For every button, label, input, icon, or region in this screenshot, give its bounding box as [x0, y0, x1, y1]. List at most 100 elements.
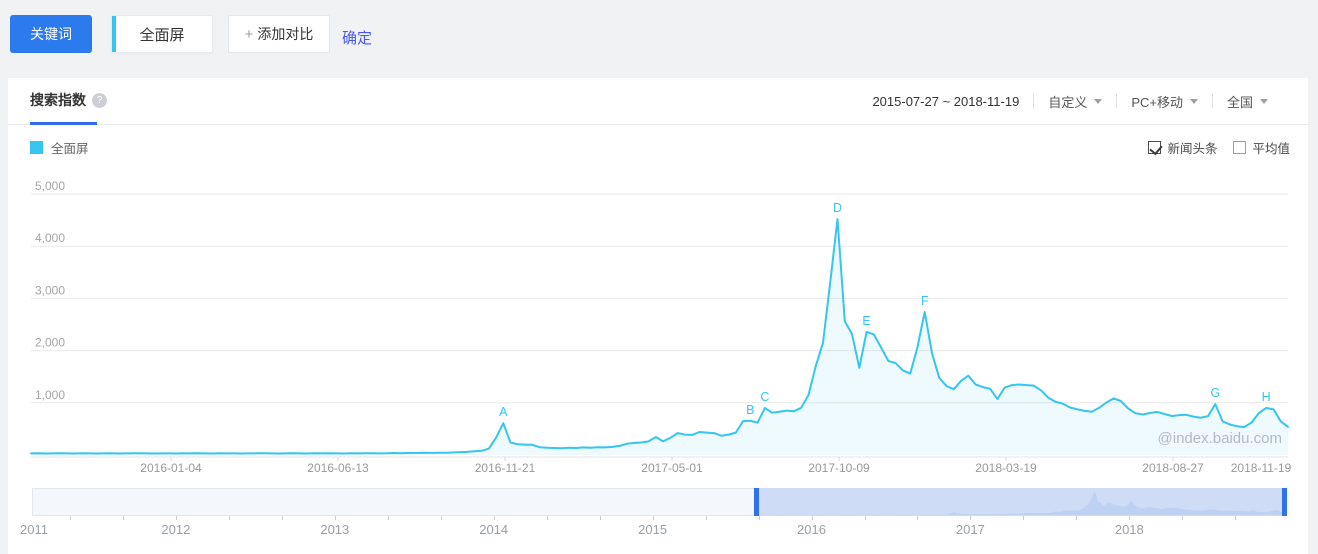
peak-marker-C: C	[760, 390, 769, 404]
toggle-news-headlines[interactable]: 新闻头条	[1148, 138, 1217, 157]
keyword-color-bar	[112, 16, 116, 52]
slider-preview-area	[756, 491, 1284, 515]
watermark: @index.baidu.com	[1157, 430, 1282, 447]
slider-tick	[546, 516, 548, 520]
chevron-down-icon	[1260, 98, 1268, 104]
slider-year-label: 2015	[638, 522, 668, 537]
divider	[1033, 94, 1035, 108]
legend-label: 全面屏	[51, 142, 89, 156]
slider-tick	[970, 516, 972, 520]
device-value: PC+移动	[1131, 94, 1183, 110]
help-icon[interactable]: ?	[92, 92, 107, 108]
slider-tick	[1235, 516, 1237, 520]
region-value: 全国	[1226, 94, 1253, 110]
divider	[1211, 94, 1213, 108]
slider-tick	[811, 516, 813, 520]
slider-tick	[864, 516, 866, 520]
slider-tick	[122, 516, 124, 520]
slider-year-label: 2014	[479, 522, 509, 537]
tab-search-index[interactable]: 搜索指数 ?	[30, 90, 107, 125]
toggle-average[interactable]: 平均值	[1233, 138, 1290, 157]
chevron-down-icon	[1189, 98, 1198, 104]
toggle-label: 平均值	[1252, 142, 1290, 156]
chevron-down-icon	[1094, 98, 1103, 104]
slider-tick	[599, 516, 601, 520]
series-line	[30, 218, 1289, 455]
keyword-chip[interactable]: 全面屏	[111, 15, 213, 53]
peak-marker-E: E	[862, 314, 870, 328]
slider-tick	[387, 516, 389, 520]
x-tick-label: 2018-03-19	[975, 461, 1037, 475]
x-tick-label: 2017-05-01	[641, 461, 703, 475]
add-compare-label: 添加对比	[257, 26, 314, 42]
keyword-button[interactable]: 关键词	[10, 15, 92, 53]
slider-tick	[917, 516, 919, 520]
checkbox-icon	[1233, 141, 1247, 154]
header-controls: 2015-07-27 ~ 2018-11-19 自定义 PC+移动 全国	[872, 78, 1268, 124]
slider-tick	[1182, 516, 1184, 520]
slider-tick	[440, 516, 442, 520]
y-tick-label: 4,000	[35, 231, 65, 245]
x-tick-label: 2017-10-09	[808, 461, 870, 475]
slider-year-label: 2018	[1114, 522, 1144, 537]
timeline-slider[interactable]	[32, 488, 1287, 516]
peak-marker-F: F	[921, 294, 929, 308]
peak-marker-H: H	[1262, 390, 1271, 404]
search-index-chart[interactable]: 1,000 2,000 3,000 4,000 5,000 2016-01-04 2016-…	[8, 78, 1308, 554]
range-mode-value: 自定义	[1048, 94, 1088, 110]
top-toolbar: 关键词 全面屏 + 添加对比 确定	[0, 0, 1318, 78]
slider-tick	[334, 516, 336, 520]
checkbox-icon	[1148, 141, 1162, 154]
slider-tick	[228, 516, 230, 520]
peak-marker-B: B	[746, 403, 754, 417]
peak-marker-A: A	[499, 405, 508, 419]
plus-icon: +	[244, 25, 254, 43]
slider-tick	[758, 516, 760, 520]
slider-handle-left[interactable]	[754, 488, 759, 516]
slider-tick	[69, 516, 71, 520]
x-tick-label: 2016-06-13	[307, 461, 369, 475]
slider-tick	[281, 516, 283, 520]
series-area	[31, 219, 1288, 455]
card-header: 搜索指数 ? 2015-07-27 ~ 2018-11-19 自定义 PC+移动…	[8, 78, 1308, 125]
slider-tick	[1023, 516, 1025, 520]
slider-year-label: 2012	[161, 522, 191, 537]
divider	[1116, 94, 1118, 108]
slider-year-label: 2016	[797, 522, 826, 537]
slider-tick	[652, 516, 654, 520]
slider-year-label: 2011	[20, 522, 48, 537]
add-compare-button[interactable]: + 添加对比	[228, 15, 330, 53]
legend-item[interactable]: 全面屏	[30, 138, 89, 157]
x-tick-label: 2016-01-04	[140, 461, 202, 475]
region-dropdown[interactable]: 全国	[1227, 92, 1268, 111]
x-tick-label: 2016-11-21	[475, 461, 536, 475]
device-dropdown[interactable]: PC+移动	[1131, 92, 1198, 111]
y-tick-label: 1,000	[35, 388, 65, 402]
slider-tick	[1129, 516, 1131, 520]
legend-row: 全面屏 新闻头条 平均值	[8, 136, 1308, 158]
peak-marker-G: G	[1210, 386, 1220, 400]
trend-card: 搜索指数 ? 2015-07-27 ~ 2018-11-19 自定义 PC+移动…	[8, 78, 1308, 554]
slider-selected-range[interactable]	[754, 488, 1287, 516]
toggle-label: 新闻头条	[1167, 142, 1218, 156]
range-mode-dropdown[interactable]: 自定义	[1048, 92, 1103, 111]
slider-year-label: 2017	[955, 522, 985, 537]
slider-handle-right[interactable]	[1282, 488, 1287, 516]
slider-tick	[1076, 516, 1078, 520]
y-tick-label: 3,000	[35, 283, 65, 297]
confirm-link[interactable]: 确定	[342, 30, 373, 47]
slider-tick	[705, 516, 707, 520]
slider-tick	[175, 516, 177, 520]
x-tick-label: 2018-08-27	[1142, 461, 1204, 475]
date-range[interactable]: 2015-07-27 ~ 2018-11-19	[872, 93, 1020, 109]
overlay-toggles: 新闻头条 平均值	[1148, 138, 1290, 157]
slider-preview	[756, 491, 1284, 515]
x-tick-label: 2018-11-19	[1231, 461, 1292, 475]
slider-tick	[493, 516, 495, 520]
tab-label: 搜索指数	[30, 92, 86, 108]
tab-active-underline	[30, 122, 97, 125]
keyword-value: 全面屏	[139, 26, 185, 44]
slider-year-label: 2013	[320, 522, 350, 537]
y-tick-label: 2,000	[35, 336, 65, 350]
legend-swatch	[30, 141, 43, 154]
